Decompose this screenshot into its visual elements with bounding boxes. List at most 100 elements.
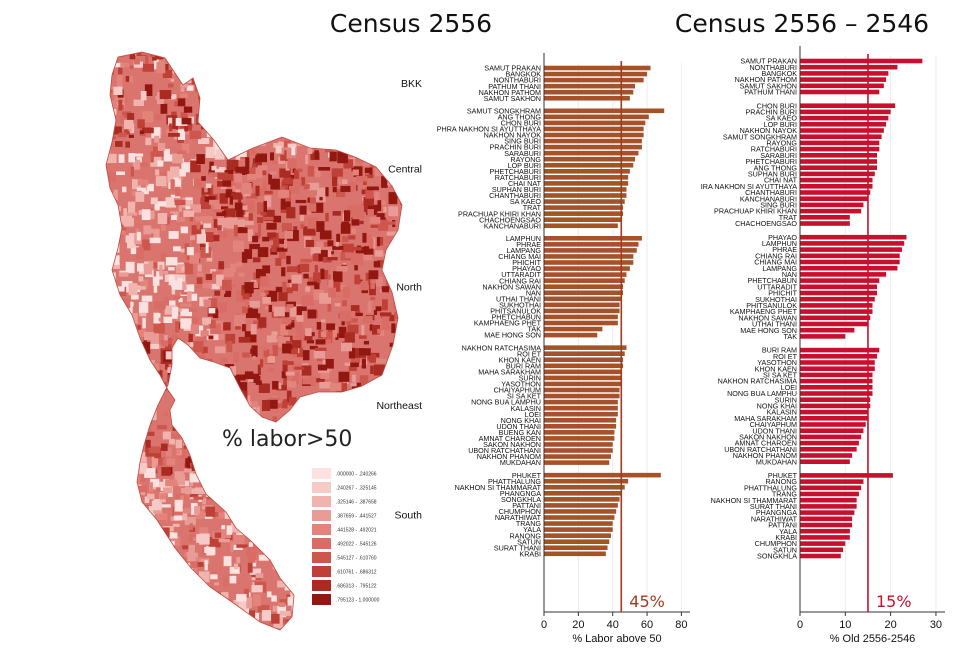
map-district-patch [140,568,152,575]
map-district-patch [335,414,345,422]
category-label: NARATHIWAT [495,513,542,522]
bar [800,265,898,271]
map-district-patch [223,490,228,499]
map-district-patch [351,217,360,226]
map-district-patch [309,345,318,350]
map-district-patch [386,263,391,268]
map-district-patch [273,143,284,148]
map-district-patch [407,578,412,587]
map-district-patch [113,609,120,614]
map-district-patch [312,253,319,262]
map-district-patch [380,394,387,399]
map-district-patch [211,71,223,75]
map-district-patch [136,577,145,581]
map-district-patch [354,264,358,271]
map-district-patch [175,439,182,449]
map-district-patch [179,447,188,459]
map-district-patch [248,376,254,383]
map-district-patch [405,472,411,483]
bar [544,375,622,381]
map-district-patch [282,360,288,372]
map-district-patch [110,447,119,452]
map-district-patch [386,176,396,181]
bar [800,553,841,559]
map-district-patch [380,77,392,88]
map-district-patch [181,52,185,53]
map-district-patch [186,252,192,260]
map-district-patch [400,136,402,145]
map-district-patch [124,125,130,135]
map-district-patch [115,403,126,414]
map-district-patch [144,412,149,418]
map-district-patch [301,365,312,376]
map-district-patch [269,83,281,94]
map-district-patch [106,248,108,258]
map-district-patch [340,223,351,234]
bar [544,393,620,399]
bar [544,272,627,277]
map-district-patch [264,53,271,62]
map-district-patch [157,590,165,596]
bar [800,202,864,208]
map-district-patch [319,116,326,121]
map-district-patch [150,156,162,167]
map-district-patch [159,611,164,624]
bar [544,399,618,405]
map-district-patch [125,385,134,390]
map-district-patch [236,227,248,234]
map-district-patch [161,224,166,231]
map-district-patch [281,486,285,498]
category-label: CHANTHABURI [489,191,541,200]
map-district-patch [407,451,414,457]
map-district-patch [386,221,396,225]
bar [800,71,889,76]
map-district-patch [339,133,344,145]
bar [544,515,615,520]
map-district-patch [201,176,206,181]
map-district-patch [402,387,409,394]
map-district-patch [112,496,119,507]
map-district-patch [124,464,134,471]
map-district-patch [108,172,116,183]
map-district-patch [221,529,228,535]
map-district-patch [186,247,194,256]
map-district-patch [208,109,217,117]
map-district-patch [184,284,195,292]
map-district-patch [150,52,155,58]
category-label: UTHAI THANI [496,294,541,303]
map-district-patch [294,514,304,521]
map-district-patch [340,139,345,151]
category-label: KHON KAEN [499,355,541,364]
map-district-patch [336,382,347,392]
map-district-patch [229,394,237,402]
bar [800,459,850,464]
map-district-patch [176,591,188,603]
map-district-patch [223,54,229,63]
map-district-patch [377,200,386,205]
map-district-patch [320,60,329,66]
map-district-patch [354,398,364,404]
map-district-patch [239,612,249,624]
map-district-patch [320,331,327,337]
map-district-patch [345,546,351,554]
map-district-patch [316,401,329,413]
map-district-patch [209,631,219,641]
map-district-patch [278,464,283,474]
map-district-patch [126,473,133,480]
category-label: CHANTHABURI [745,188,797,197]
map-district-patch [286,116,293,129]
map-district-patch [170,211,179,219]
category-label: PRACHUAP KHIRI KHAN [714,207,797,216]
map-district-patch [201,462,207,472]
category-label: SAKON NAKHON [483,440,541,449]
bar [800,109,891,115]
map-district-patch [395,244,400,253]
map-district-patch [281,618,288,624]
map-district-patch [315,58,327,69]
map-district-patch [133,384,144,392]
map-district-patch [142,239,151,251]
bar [544,266,630,271]
map-district-patch [352,209,365,220]
map-district-patch [175,94,182,101]
map-district-patch [229,196,233,205]
